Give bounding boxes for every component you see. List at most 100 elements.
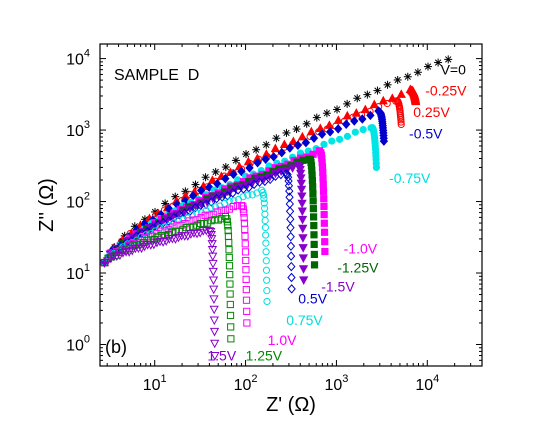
data-point bbox=[336, 135, 344, 143]
data-point bbox=[309, 197, 317, 205]
data-point bbox=[321, 238, 329, 246]
data-point bbox=[320, 195, 328, 203]
data-point bbox=[296, 185, 307, 195]
data-point bbox=[225, 262, 234, 270]
data-point bbox=[207, 197, 216, 207]
data-point bbox=[226, 311, 235, 320]
data-point bbox=[317, 129, 327, 139]
data-point bbox=[253, 157, 262, 168]
x-tick-label: 103 bbox=[324, 373, 348, 394]
data-point bbox=[397, 120, 405, 129]
data-point bbox=[209, 305, 219, 315]
data-point bbox=[221, 199, 229, 208]
y-tick-label: 103 bbox=[66, 119, 90, 140]
data-point bbox=[209, 285, 219, 295]
data-point bbox=[333, 105, 342, 114]
voltage-label-0p75v: 0.75V bbox=[286, 312, 323, 328]
series-0p5v bbox=[100, 106, 389, 268]
data-point bbox=[328, 137, 336, 145]
data-point bbox=[102, 257, 113, 266]
data-point bbox=[223, 218, 231, 226]
data-point bbox=[262, 231, 270, 239]
data-point bbox=[309, 133, 319, 143]
data-point bbox=[287, 261, 296, 272]
data-point bbox=[208, 276, 219, 286]
data-point bbox=[322, 109, 331, 118]
data-point bbox=[262, 257, 270, 265]
data-point bbox=[242, 256, 250, 265]
data-point bbox=[239, 205, 247, 213]
data-point bbox=[261, 154, 270, 164]
data-point bbox=[297, 192, 307, 201]
data-point bbox=[225, 205, 233, 213]
data-point bbox=[319, 187, 328, 195]
y-axis-title: Z'' (Ω) bbox=[36, 178, 58, 232]
data-point bbox=[383, 80, 392, 89]
data-point bbox=[245, 163, 254, 173]
data-point bbox=[320, 219, 328, 227]
series-1p25v bbox=[100, 212, 235, 343]
data-point bbox=[228, 188, 237, 198]
data-point bbox=[226, 290, 234, 298]
data-point bbox=[320, 211, 328, 219]
data-point bbox=[359, 126, 367, 134]
data-point bbox=[342, 119, 351, 129]
data-point bbox=[242, 285, 250, 294]
data-point bbox=[308, 177, 317, 185]
voltage-label-0p75v: -0.75V bbox=[389, 170, 431, 186]
data-point bbox=[319, 180, 327, 189]
data-point bbox=[321, 247, 329, 256]
data-point bbox=[226, 271, 234, 279]
data-point bbox=[208, 267, 218, 277]
data-point bbox=[295, 169, 306, 179]
data-point bbox=[242, 275, 250, 283]
y-tick-label: 104 bbox=[66, 48, 90, 69]
data-point bbox=[243, 319, 251, 327]
y-tick-label: 100 bbox=[66, 333, 90, 354]
data-point bbox=[297, 207, 307, 217]
data-point bbox=[221, 173, 230, 184]
voltage-label-1p0v: 1.0V bbox=[268, 332, 297, 348]
data-point bbox=[285, 192, 294, 202]
x-tick-label: 101 bbox=[143, 373, 167, 394]
data-point bbox=[342, 110, 352, 120]
data-point bbox=[283, 172, 293, 183]
data-point bbox=[296, 174, 306, 183]
data-point bbox=[366, 110, 375, 121]
data-point bbox=[320, 202, 328, 211]
data-point bbox=[299, 276, 309, 285]
data-point bbox=[197, 209, 206, 217]
data-point bbox=[277, 147, 286, 158]
data-point bbox=[191, 180, 200, 189]
data-point bbox=[207, 175, 218, 184]
data-point bbox=[243, 307, 251, 315]
data-point bbox=[397, 114, 405, 122]
voltage-label-1p0v: -1.0V bbox=[344, 241, 378, 257]
data-point bbox=[227, 335, 235, 343]
data-point bbox=[298, 244, 308, 253]
data-point bbox=[298, 224, 308, 234]
voltage-label-v-0: V=0 bbox=[441, 62, 467, 78]
data-point bbox=[209, 327, 220, 337]
x-tick-label: 102 bbox=[234, 373, 258, 394]
data-point bbox=[259, 191, 268, 199]
data-point bbox=[282, 169, 291, 179]
data-point bbox=[287, 164, 298, 173]
data-point bbox=[225, 253, 233, 262]
data-point bbox=[263, 287, 271, 295]
data-point bbox=[297, 199, 307, 209]
data-point bbox=[229, 169, 238, 179]
data-point bbox=[372, 163, 381, 172]
voltage-label-1p5v: 1.5V bbox=[207, 348, 236, 364]
data-point bbox=[309, 205, 317, 213]
data-point bbox=[333, 124, 343, 134]
data-point bbox=[208, 252, 218, 262]
data-point bbox=[260, 195, 268, 203]
data-point bbox=[333, 115, 343, 124]
data-point bbox=[287, 272, 296, 283]
data-point bbox=[297, 215, 308, 225]
data-point bbox=[210, 339, 220, 349]
data-point bbox=[309, 189, 317, 198]
data-point bbox=[262, 140, 271, 149]
